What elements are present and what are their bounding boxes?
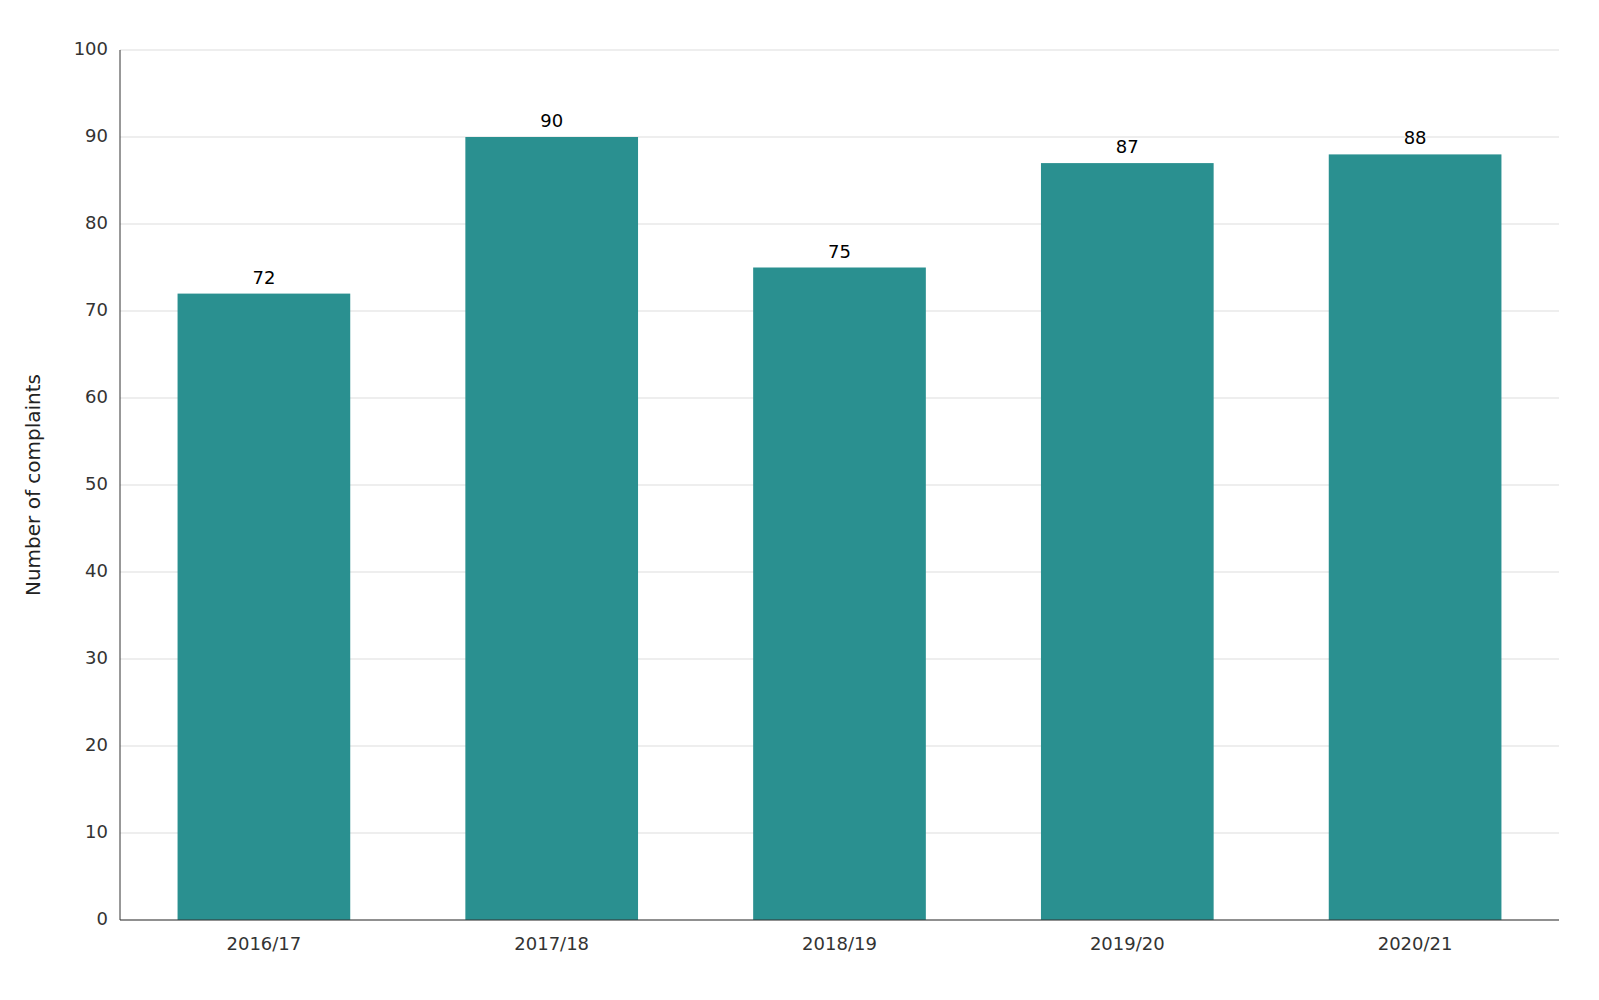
y-tick-label: 90 (85, 125, 108, 146)
grid-line (120, 50, 1559, 51)
y-tick-label: 20 (85, 734, 108, 755)
grid (120, 50, 1559, 920)
x-tick-label: 2016/17 (227, 933, 302, 954)
bar (1329, 154, 1502, 920)
data-labels: 72 90 75 87 88 (252, 110, 1426, 288)
x-tick-label: 2019/20 (1090, 933, 1165, 954)
y-axis-label: Number of complaints (21, 374, 45, 596)
x-ticks: 2016/17 2017/18 2018/19 2019/20 2020/21 (227, 933, 1453, 954)
bar (753, 268, 926, 921)
chart-svg: 010203040506070809010072907587882016/172… (0, 0, 1599, 1000)
data-label: 87 (1116, 136, 1139, 157)
page: {"chart_data": {"type": "bar", "categori… (0, 0, 1599, 1000)
x-tick-label: 2017/18 (514, 933, 589, 954)
grid-line (120, 920, 1559, 921)
y-tick-label: 10 (85, 821, 108, 842)
y-tick-label: 40 (85, 560, 108, 581)
x-axis-line (120, 920, 1559, 921)
grid-line (120, 137, 1559, 138)
y-tick-label: 100 (74, 38, 108, 59)
y-tick-label: 50 (85, 473, 108, 494)
bar (1041, 163, 1214, 920)
data-label: 75 (828, 241, 851, 262)
chart-container: 010203040506070809010072907587882016/172… (0, 0, 1599, 1000)
background (0, 0, 1599, 1000)
data-label: 90 (540, 110, 563, 131)
bar (178, 294, 351, 920)
y-axis-line (120, 50, 121, 920)
x-tick-label: 2018/19 (802, 933, 877, 954)
data-label: 88 (1404, 127, 1427, 148)
y-tick-label: 80 (85, 212, 108, 233)
y-tick-label: 0 (97, 908, 108, 929)
bars (178, 137, 1502, 920)
y-tick-label: 70 (85, 299, 108, 320)
axes (120, 50, 1559, 920)
data-label: 72 (252, 267, 275, 288)
x-tick-label: 2020/21 (1378, 933, 1453, 954)
y-tick-label: 60 (85, 386, 108, 407)
y-ticks: 0 10 20 30 40 50 60 70 80 90 100 (74, 38, 108, 929)
y-tick-label: 30 (85, 647, 108, 668)
bar (465, 137, 638, 920)
